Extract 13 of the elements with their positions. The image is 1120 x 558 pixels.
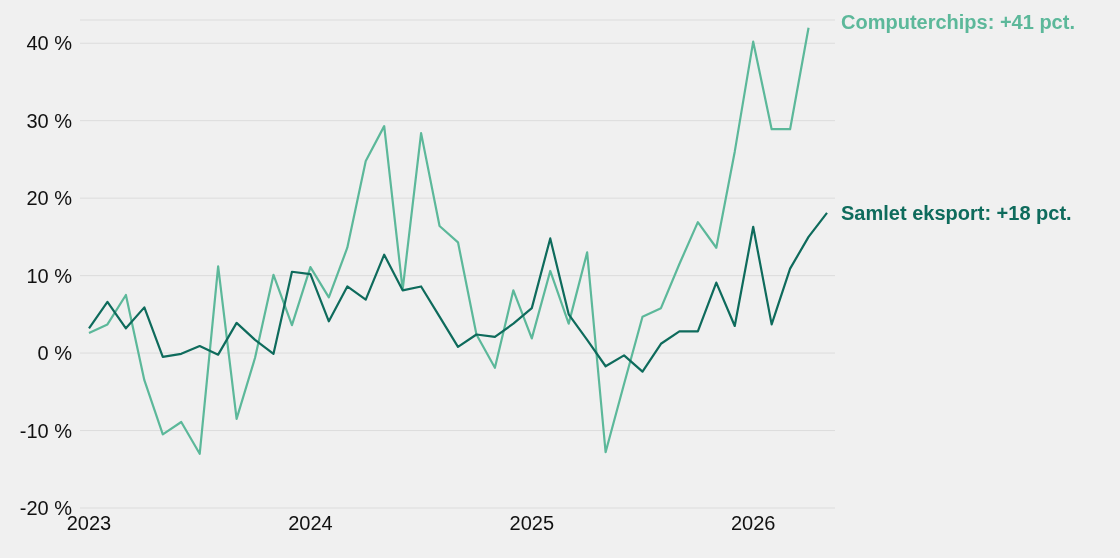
y-tick-label: 20 % xyxy=(26,187,73,210)
series-label: Computerchips: +41 pct. xyxy=(841,10,1075,33)
y-tick-label: 10 % xyxy=(26,264,73,287)
x-tick-label: 2025 xyxy=(509,512,555,535)
y-tick-label: -10 % xyxy=(19,419,73,442)
series-label: Samlet eksport: +18 pct. xyxy=(841,201,1072,224)
y-tick-label: 30 % xyxy=(26,109,73,132)
y-tick-label: 40 % xyxy=(26,32,73,55)
y-tick-label: 0 % xyxy=(37,342,73,365)
x-tick-label: 2024 xyxy=(288,512,333,535)
x-tick-label: 2026 xyxy=(730,512,776,535)
line-series xyxy=(87,211,829,373)
line-series xyxy=(87,26,810,455)
